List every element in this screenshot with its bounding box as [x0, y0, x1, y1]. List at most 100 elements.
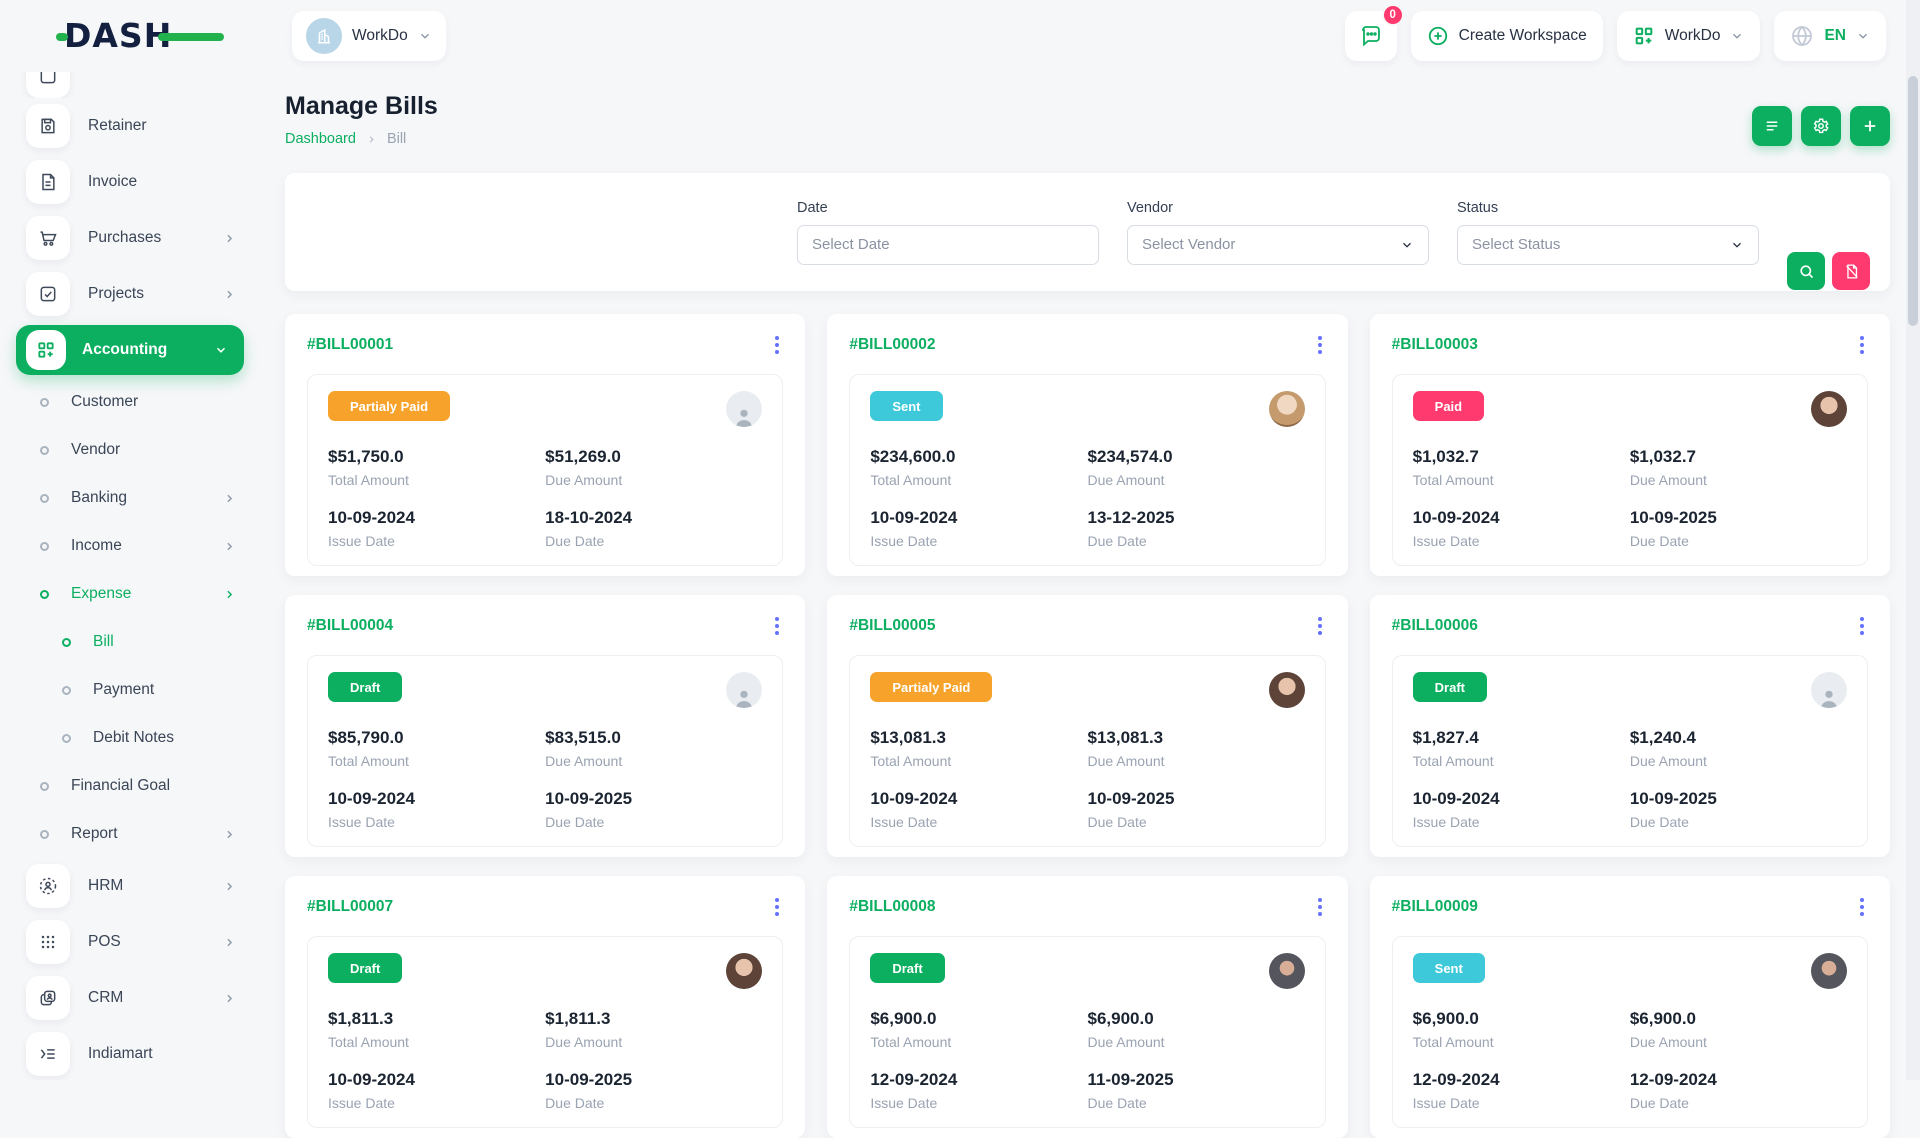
chat-icon	[1361, 26, 1380, 47]
chevron-down-icon	[1733, 242, 1741, 248]
sidebar-item-pos[interactable]: POS	[0, 914, 260, 970]
bill-id-link[interactable]: #BILL00009	[1391, 898, 1478, 915]
total-amount-label: Total Amount	[870, 472, 952, 488]
accounting-icon	[26, 330, 66, 370]
crm-icon	[26, 976, 70, 1020]
sidebar-item-clipped[interactable]	[0, 72, 260, 98]
workdo-menu-button[interactable]: WorkDo	[1616, 11, 1761, 61]
issue-date-label: Issue Date	[328, 1095, 395, 1111]
sidebar-item-financial-goal[interactable]: Financial Goal	[0, 762, 260, 810]
sidebar-item-report[interactable]: Report	[0, 810, 260, 858]
due-date-value: 10-09-2025	[1087, 789, 1175, 808]
kebab-menu-icon[interactable]	[1314, 613, 1326, 639]
sidebar-item-projects[interactable]: Projects	[0, 266, 260, 322]
page-header: Manage Bills Dashboard Bill	[285, 92, 1890, 147]
sidebar-item-banking[interactable]: Banking	[0, 474, 260, 522]
sidebar-item-invoice[interactable]: Invoice	[0, 154, 260, 210]
sidebar-item-hrm[interactable]: HRM	[0, 858, 260, 914]
kebab-menu-icon[interactable]	[1314, 332, 1326, 358]
status-filter-group: Status Select Status	[1457, 200, 1759, 265]
bill-id-link[interactable]: #BILL00001	[307, 336, 394, 353]
sidebar-item-retainer[interactable]: Retainer	[0, 98, 260, 154]
bill-details: Partialy Paid $51,750.0 Total Amount $51,…	[307, 374, 784, 566]
due-date-value: 11-09-2025	[1087, 1070, 1174, 1089]
bill-id-link[interactable]: #BILL00006	[1391, 617, 1478, 634]
breadcrumb-dashboard-link[interactable]: Dashboard	[285, 131, 356, 147]
bullet-icon	[40, 541, 49, 551]
due-amount-label: Due Amount	[1087, 1034, 1165, 1050]
chevron-right-icon	[227, 494, 233, 502]
status-filter-value: Select Status	[1472, 236, 1561, 253]
sidebar-item-crm[interactable]: CRM	[0, 970, 260, 1026]
workspace-selector[interactable]: WorkDo	[292, 11, 446, 61]
status-badge: Sent	[870, 391, 943, 421]
sidebar-item-debit-notes[interactable]: Debit Notes	[0, 714, 260, 762]
bill-id-link[interactable]: #BILL00004	[307, 617, 394, 634]
sidebar-item-vendor[interactable]: Vendor	[0, 426, 260, 474]
bill-id-link[interactable]: #BILL00008	[849, 898, 936, 915]
bill-id-link[interactable]: #BILL00003	[1391, 336, 1478, 353]
sidebar-item-label: Invoice	[88, 173, 138, 190]
bill-card: #BILL00005 Partialy Paid $13,081.3 Total …	[827, 595, 1348, 857]
chevron-right-icon	[227, 938, 233, 946]
sidebar-item-bill[interactable]: Bill	[0, 618, 260, 666]
language-selector[interactable]: EN	[1774, 11, 1886, 61]
kebab-menu-icon[interactable]	[1856, 894, 1868, 920]
sidebar-item-income[interactable]: Income	[0, 522, 260, 570]
avatar	[1810, 391, 1847, 427]
page-scrollbar[interactable]	[1906, 0, 1920, 1080]
retainer-icon	[26, 104, 70, 148]
status-badge: Draft	[870, 953, 945, 983]
status-filter-select[interactable]: Select Status	[1457, 224, 1759, 265]
logo-dash-accent	[158, 33, 224, 41]
vendor-filter-select[interactable]: Select Vendor	[1127, 224, 1429, 265]
chevron-down-icon	[1733, 33, 1742, 39]
status-badge: Sent	[1412, 953, 1485, 983]
due-date-value: 10-09-2025	[1629, 508, 1717, 527]
sidebar-item-customer[interactable]: Customer	[0, 378, 260, 426]
status-badge: Paid	[1412, 391, 1485, 421]
create-workspace-button[interactable]: Create Workspace	[1410, 11, 1603, 61]
due-amount-value: $1,032.7	[1629, 447, 1697, 466]
sidebar-item-accounting[interactable]: Accounting	[16, 325, 244, 375]
status-badge: Draft	[1412, 672, 1487, 702]
chevron-right-icon	[227, 882, 233, 890]
due-date-label: Due Date	[545, 814, 605, 830]
issue-date-value: 12-09-2024	[870, 1070, 958, 1089]
bill-id-link[interactable]: #BILL00005	[849, 617, 936, 634]
vendor-filter-label: Vendor	[1127, 199, 1173, 216]
kebab-menu-icon[interactable]	[771, 613, 783, 639]
sidebar-item-purchases[interactable]: Purchases	[0, 210, 260, 266]
bullet-icon	[40, 493, 49, 503]
messages-button[interactable]: 0	[1344, 4, 1404, 61]
app-logo[interactable]: DASH	[56, 16, 224, 56]
bullet-icon	[40, 397, 49, 407]
sidebar-item-label: Banking	[71, 489, 128, 506]
kebab-menu-icon[interactable]	[1856, 332, 1868, 358]
kebab-menu-icon[interactable]	[1314, 894, 1326, 920]
kebab-menu-icon[interactable]	[771, 332, 783, 358]
date-filter-input[interactable]	[797, 224, 1099, 265]
sidebar-item-expense[interactable]: Expense	[0, 570, 260, 618]
sidebar-item-label: CRM	[88, 989, 124, 1006]
settings-button[interactable]	[1801, 106, 1841, 146]
add-bill-button[interactable]	[1850, 106, 1890, 146]
list-view-button[interactable]	[1752, 106, 1792, 146]
kebab-menu-icon[interactable]	[771, 894, 783, 920]
due-amount-label: Due Amount	[1629, 1034, 1707, 1050]
scrollbar-thumb[interactable]	[1908, 76, 1918, 326]
status-badge: Partialy Paid	[870, 672, 993, 702]
sidebar-item-label: Payment	[93, 681, 155, 698]
status-filter-label: Status	[1457, 199, 1499, 216]
bill-card: #BILL00009 Sent $6,900.0 Total Amount $6,…	[1369, 876, 1890, 1138]
bill-id-link[interactable]: #BILL00002	[849, 336, 936, 353]
apply-filter-button[interactable]	[1787, 252, 1825, 290]
sidebar-item-indiamart[interactable]: Indiamart	[0, 1026, 260, 1080]
reset-filter-button[interactable]	[1832, 252, 1870, 290]
due-date-label: Due Date	[1629, 533, 1689, 549]
bill-id-link[interactable]: #BILL00007	[307, 898, 394, 915]
due-date-label: Due Date	[1087, 814, 1147, 830]
sidebar-item-payment[interactable]: Payment	[0, 666, 260, 714]
kebab-menu-icon[interactable]	[1856, 613, 1868, 639]
total-amount-label: Total Amount	[1412, 1034, 1494, 1050]
